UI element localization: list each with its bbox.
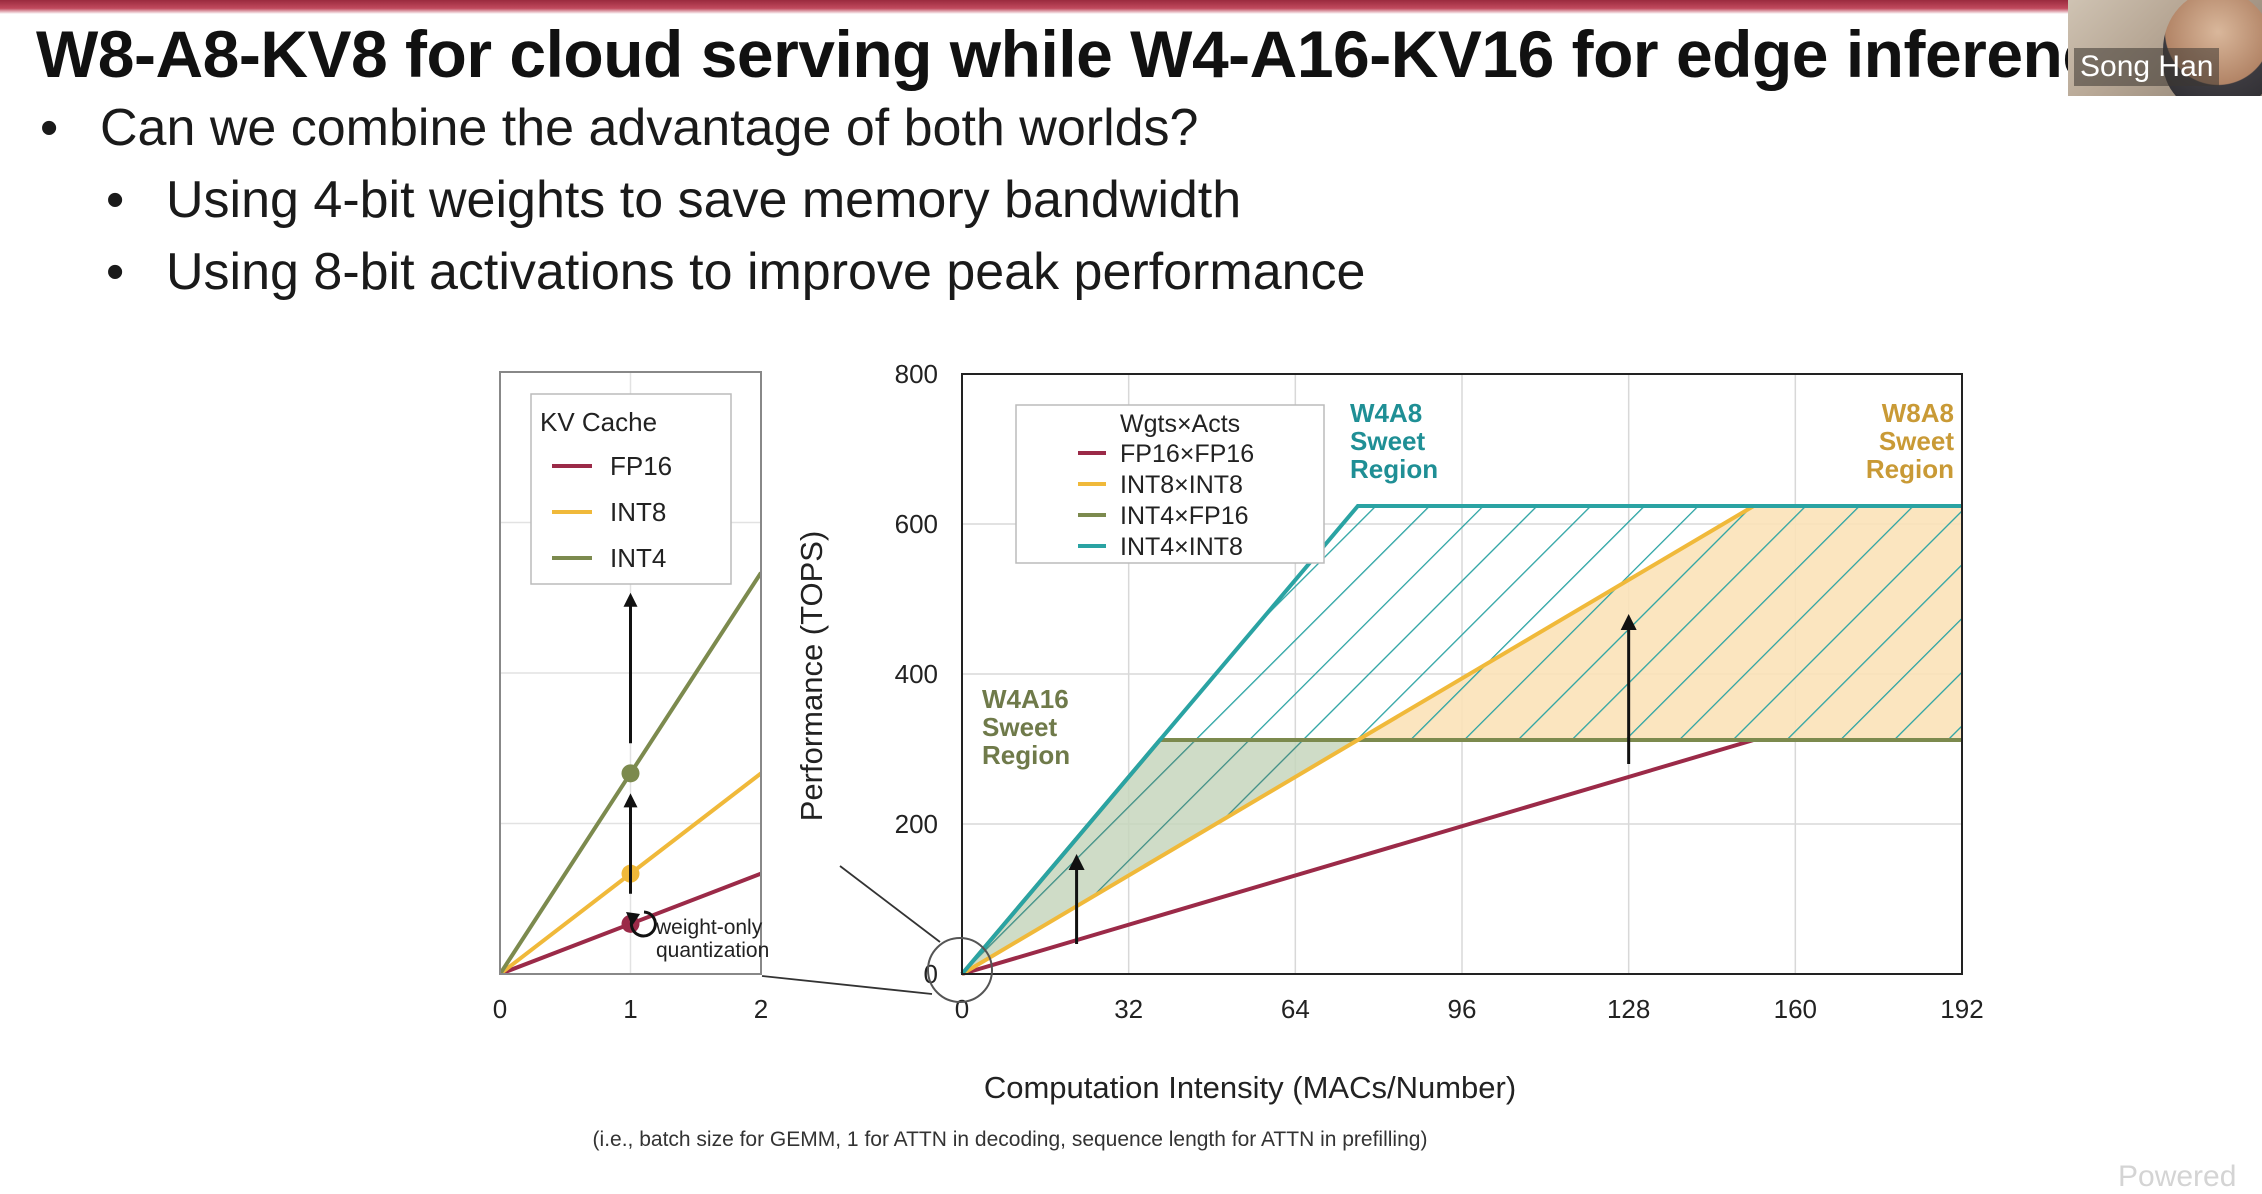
fp16-to-int8-arrow-head [623,793,638,808]
y-axis-label: Performance (TOPS) [794,531,829,822]
headline: W8-A8-KV8 for cloud serving while W4-A16… [36,17,2099,91]
inset-legend-title: KV Cache [540,407,657,437]
x-tick-label: 96 [1448,994,1477,1024]
bullet-2-text: Using 4-bit weights to save memory bandw… [166,171,1242,229]
x-tick-label: 192 [1940,994,1983,1024]
x-tick-label: 1 [623,994,637,1024]
x-tick-label: 0 [955,994,969,1024]
x-tick-label: 2 [754,994,768,1024]
inset-legend-entry: FP16 [610,451,672,481]
rotate-icon-head [626,912,640,926]
w4a8-region-label: W4A8 Sweet Region [1350,398,1438,484]
legend-entry: FP16×FP16 [1120,440,1254,468]
inset-legend-entry: INT4 [610,543,666,573]
bullet-dot: • [106,171,125,229]
y-tick-label: 400 [895,659,938,689]
cropped-title-bar [0,0,2262,14]
bullet-dot: • [106,243,125,301]
inset-legend-box [530,393,732,585]
weight-only-label: weight-only quantization [655,916,769,962]
zoom-connector-lower [761,975,933,995]
bullet-1-text: Can we combine the advantage of both wor… [100,99,1199,157]
legend-entry: INT4×INT8 [1120,533,1243,561]
int8-to-int4-arrow-head [623,592,638,607]
w4a16-region-label: W4A16 Sweet Region [982,684,1070,770]
legend-entry: INT4×FP16 [1120,502,1249,530]
zoom-connector-upper [839,865,941,943]
inset-arrows [623,592,638,894]
w8a8-region-label: W8A8 Sweet Region [1866,398,1954,484]
w4a16-arrow-head [1068,854,1085,870]
roofline-series [960,504,1962,976]
inset-frame [499,371,762,975]
legend-title: Wgts×Acts [1120,410,1240,438]
roofline-frame [961,373,1963,975]
powered-watermark: Powered [2118,1160,2237,1193]
rotate-icon [629,910,657,938]
x-tick-label: 160 [1774,994,1817,1024]
weight-only-annotation: weight-only quantization [626,910,769,962]
y-tick-label: 600 [895,509,938,539]
w4a8-region-hatch [1159,506,1962,740]
x-tick-label: 128 [1607,994,1650,1024]
inset-marker-int4 [621,764,640,783]
inset-legend: KV Cache FP16 INT8 INT4 [530,393,732,585]
inset-x-ticks: 0 1 2 [493,994,768,1024]
region-labels: W4A16 Sweet Region W4A8 Sweet Region W8A8 Sweet… [982,398,1954,770]
zoom-circle [927,937,993,1003]
y-tick-label: 800 [895,359,938,389]
bullet-3-text: Using 8-bit activations to improve peak … [166,243,1366,301]
bullet-2: • Using 4-bit weights to save memory ban… [106,170,1242,230]
x-tick-label: 0 [493,994,507,1024]
y-tick-label: 0 [924,959,938,989]
y-tick-label: 200 [895,809,938,839]
legend-entry: INT8×INT8 [1120,471,1243,499]
bullet-dot: • [40,99,59,157]
roofline-x-ticks: 0 32 64 96 128 160 192 [955,994,1984,1024]
footnote: (i.e., batch size for GEMM, 1 for ATTN i… [593,1128,1428,1151]
presenter-webcam: Song Han [2068,0,2262,96]
roofline-y-ticks: 0 200 400 600 800 [895,359,938,989]
bullet-3: • Using 8-bit activations to improve pea… [106,242,1366,302]
legend-box [1015,404,1325,564]
x-axis-label: Computation Intensity (MACs/Number) [984,1070,1516,1105]
w8a8-arrow-head [1620,614,1637,630]
bullet-1: • Can we combine the advantage of both w… [40,98,1199,158]
roofline-arrows [1068,614,1637,944]
inset-legend-entry: INT8 [610,497,666,527]
x-tick-label: 64 [1281,994,1310,1024]
series-line-int4xint8 [960,504,1962,976]
x-tick-label: 32 [1114,994,1143,1024]
presenter-name: Song Han [2074,48,2220,86]
